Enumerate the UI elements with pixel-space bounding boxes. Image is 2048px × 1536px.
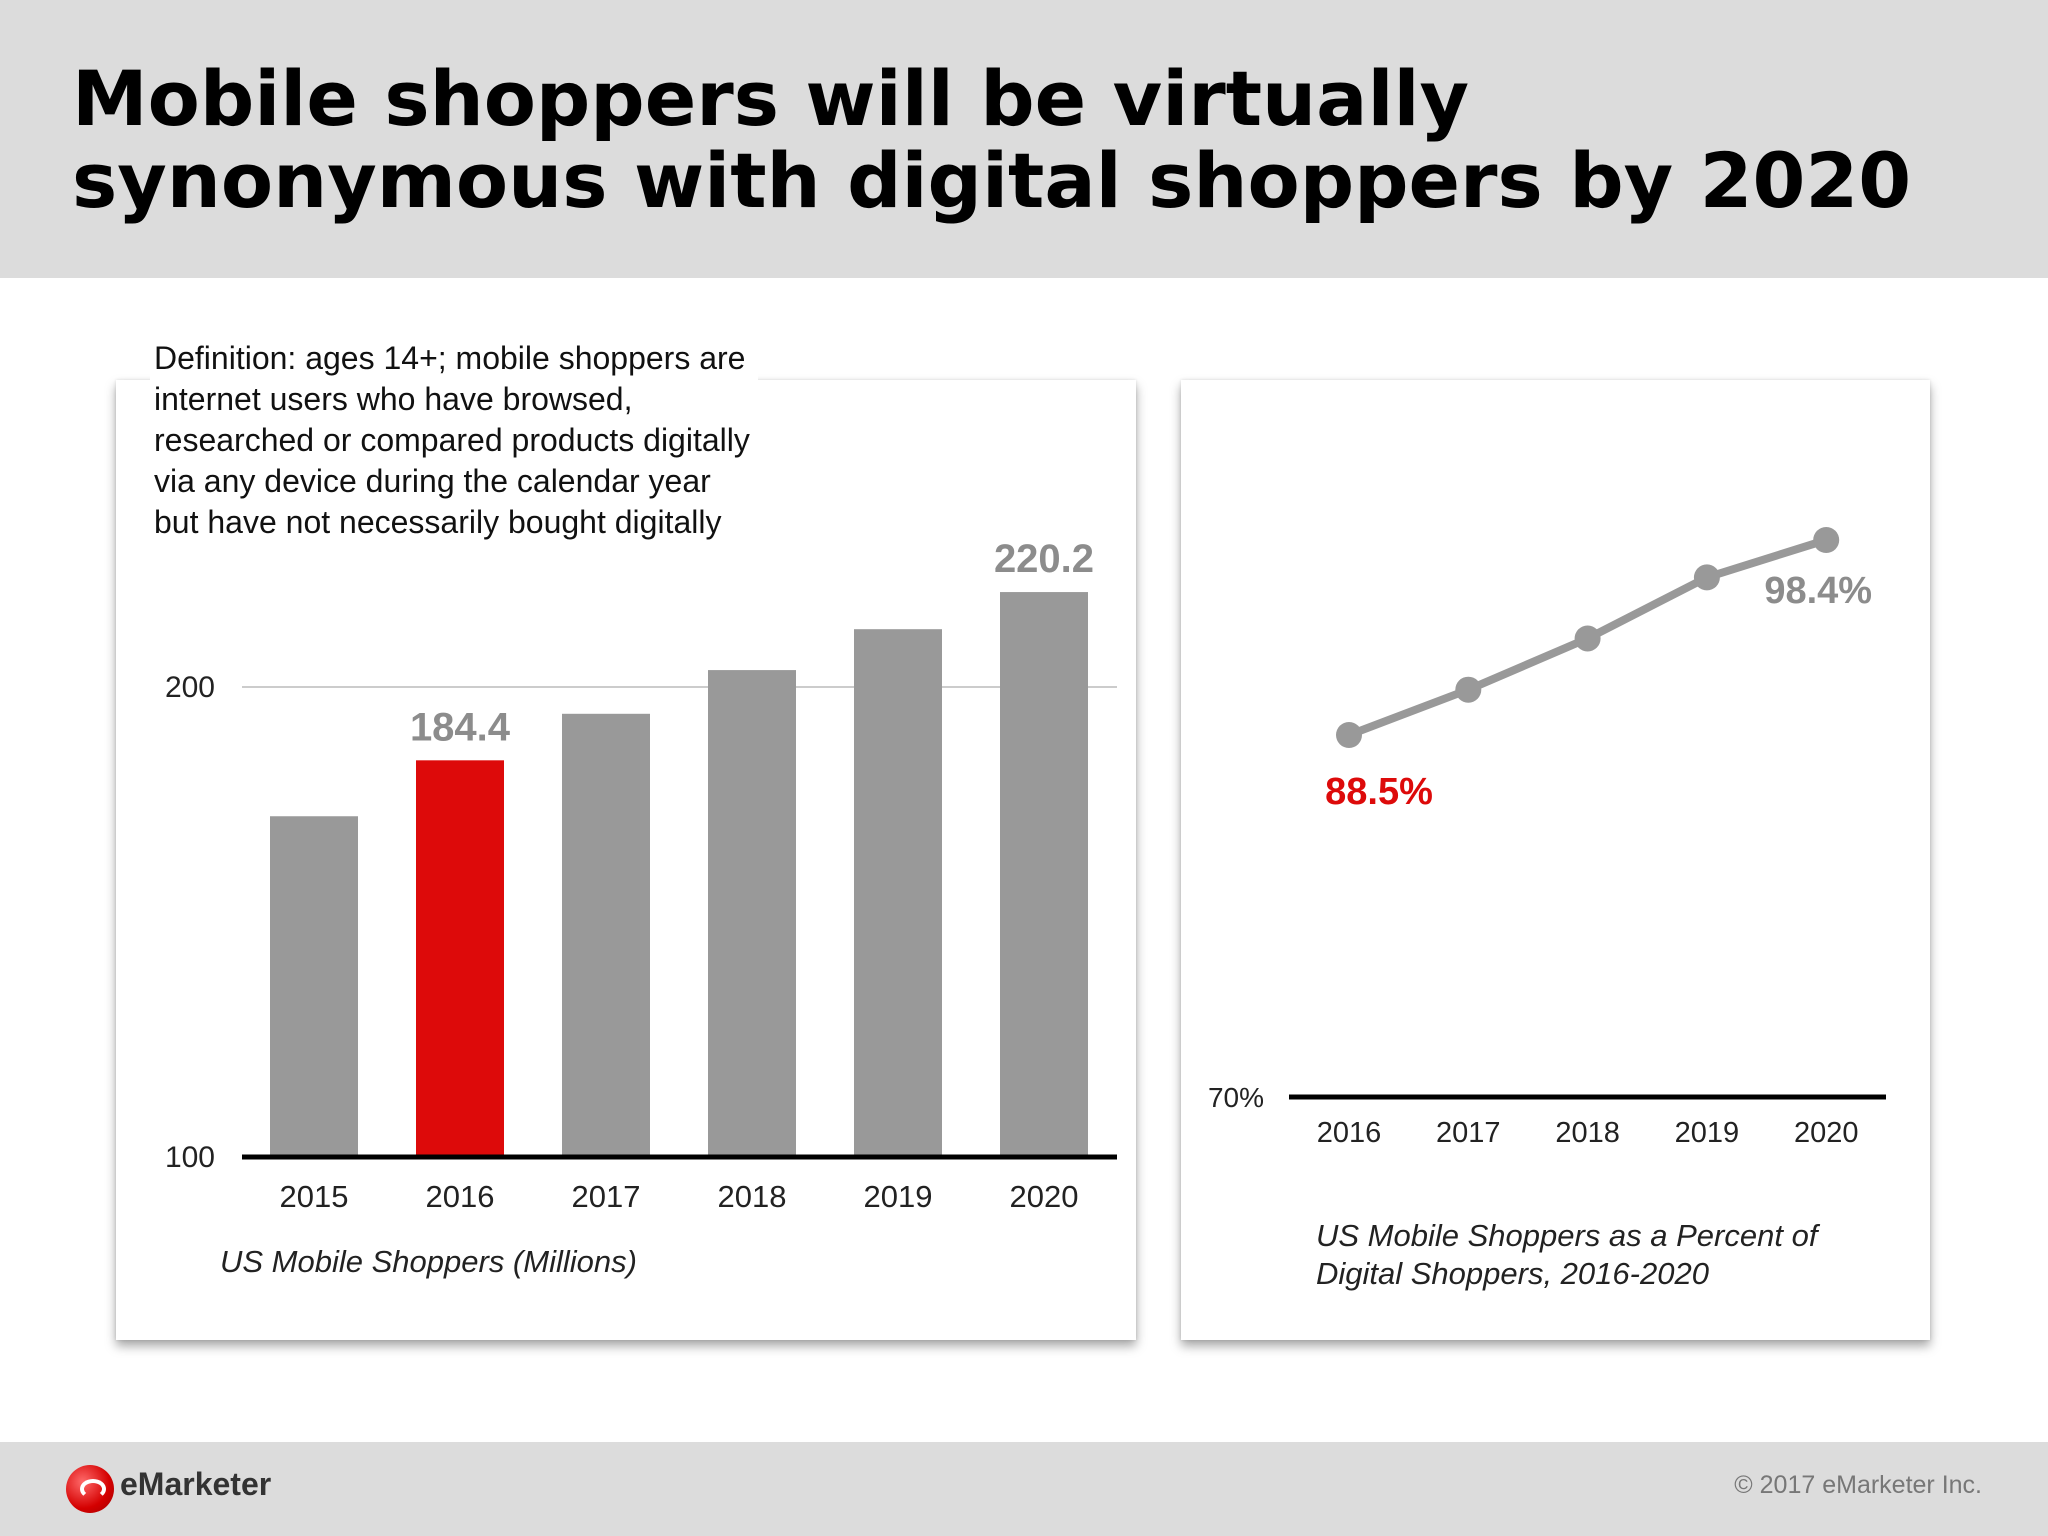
line-chart-title: US Mobile Shoppers as a Percent of Digit… <box>1316 1218 1818 1291</box>
data-point <box>1574 625 1601 652</box>
data-label: 184.4 <box>410 705 511 749</box>
bar-chart-title: US Mobile Shoppers (Millions) <box>220 1244 637 1279</box>
bar <box>1000 592 1088 1157</box>
x-tick-label: 2018 <box>718 1179 787 1214</box>
x-tick-label: 2017 <box>1436 1117 1501 1149</box>
y-tick-label: 100 <box>165 1141 215 1174</box>
footer-band <box>0 1442 2048 1536</box>
data-label: 98.4% <box>1764 570 1872 612</box>
x-tick-label: 2015 <box>280 1179 349 1214</box>
copyright-text: © 2017 eMarketer Inc. <box>1734 1471 1982 1499</box>
data-label: 220.2 <box>994 537 1094 581</box>
data-point <box>1455 676 1482 703</box>
x-tick-label: 2016 <box>1317 1117 1382 1149</box>
page-title: Mobile shoppers will be virtually synony… <box>72 54 1912 225</box>
data-point <box>1693 564 1720 591</box>
bar <box>270 816 358 1157</box>
x-tick-label: 2019 <box>864 1179 933 1214</box>
header-band <box>0 0 2048 278</box>
x-tick-label: 2020 <box>1010 1179 1079 1214</box>
x-tick-label: 2016 <box>426 1179 495 1214</box>
x-tick-label: 2020 <box>1794 1117 1859 1149</box>
logo-text: eMarketer <box>120 1466 272 1502</box>
line-chart-panel <box>1181 380 1930 1340</box>
bar <box>562 713 650 1157</box>
data-point <box>1336 722 1362 748</box>
data-label: 88.5% <box>1325 771 1433 813</box>
y-tick-label: 70% <box>1208 1082 1264 1113</box>
data-point <box>1813 527 1840 553</box>
x-tick-label: 2018 <box>1555 1117 1620 1149</box>
y-tick-label: 200 <box>165 671 215 704</box>
bar <box>416 760 504 1157</box>
emarketer-logo-icon <box>66 1465 114 1513</box>
bar <box>854 629 942 1157</box>
bar <box>708 670 796 1157</box>
definition-text: Definition: ages 14+; mobile shoppers ar… <box>150 338 758 543</box>
x-tick-label: 2017 <box>572 1179 641 1214</box>
x-tick-label: 2019 <box>1675 1117 1740 1149</box>
